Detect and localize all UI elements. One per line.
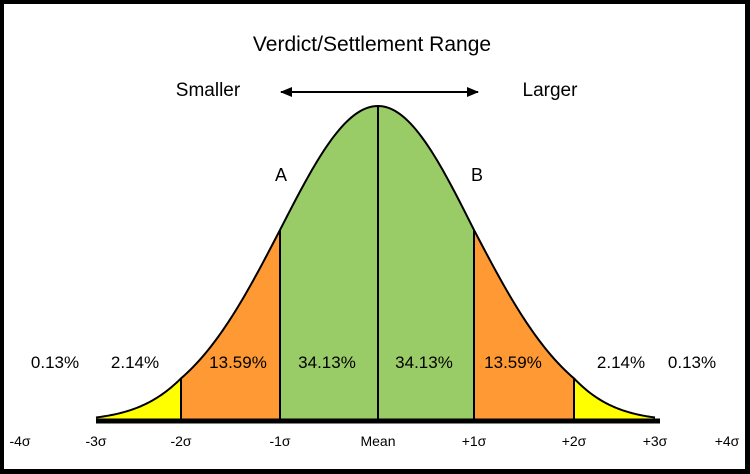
region-right-2 (574, 378, 655, 421)
percent-label-left-1: 13.59% (209, 353, 267, 372)
point-a-label: A (275, 165, 287, 185)
percent-label-right-1: 13.59% (484, 353, 542, 372)
tick-label-minus-1: -1σ (269, 433, 290, 449)
tick-label-plus-3: +3σ (643, 433, 668, 449)
region-left-2 (96, 378, 181, 421)
percent-label-left-tail: 0.13% (31, 353, 79, 372)
percent-label-left-2: 2.14% (111, 353, 159, 372)
percent-label-right-0: 34.13% (395, 353, 453, 372)
bell-curve-outline (95, 104, 656, 419)
tick-label-minus-4: -4σ (9, 433, 30, 449)
region-right-0 (378, 106, 474, 421)
distribution-regions (96, 106, 655, 421)
larger-label: Larger (523, 80, 579, 101)
region-left-0 (280, 106, 378, 421)
percent-labels: 0.13% 2.14% 13.59% 34.13% 34.13% 13.59% … (31, 353, 716, 372)
tick-label-mean: Mean (360, 433, 395, 449)
sigma-divider-lines (180, 106, 575, 421)
tick-label-minus-3: -3σ (85, 433, 106, 449)
tick-label-plus-4: +4σ (715, 433, 740, 449)
tick-label-minus-2: -2σ (170, 433, 191, 449)
x-axis-tick-labels: -4σ -3σ -2σ -1σ Mean +1σ +2σ +3σ +4σ (9, 433, 739, 449)
tick-label-plus-1: +1σ (462, 433, 487, 449)
diagram-title: Verdict/Settlement Range (253, 33, 491, 56)
percent-label-right-tail: 0.13% (668, 353, 716, 372)
percent-label-left-0: 34.13% (298, 353, 356, 372)
percent-label-right-2: 2.14% (597, 353, 645, 372)
smaller-label: Smaller (176, 80, 241, 101)
tick-label-plus-2: +2σ (562, 433, 587, 449)
point-b-label: B (471, 165, 483, 185)
